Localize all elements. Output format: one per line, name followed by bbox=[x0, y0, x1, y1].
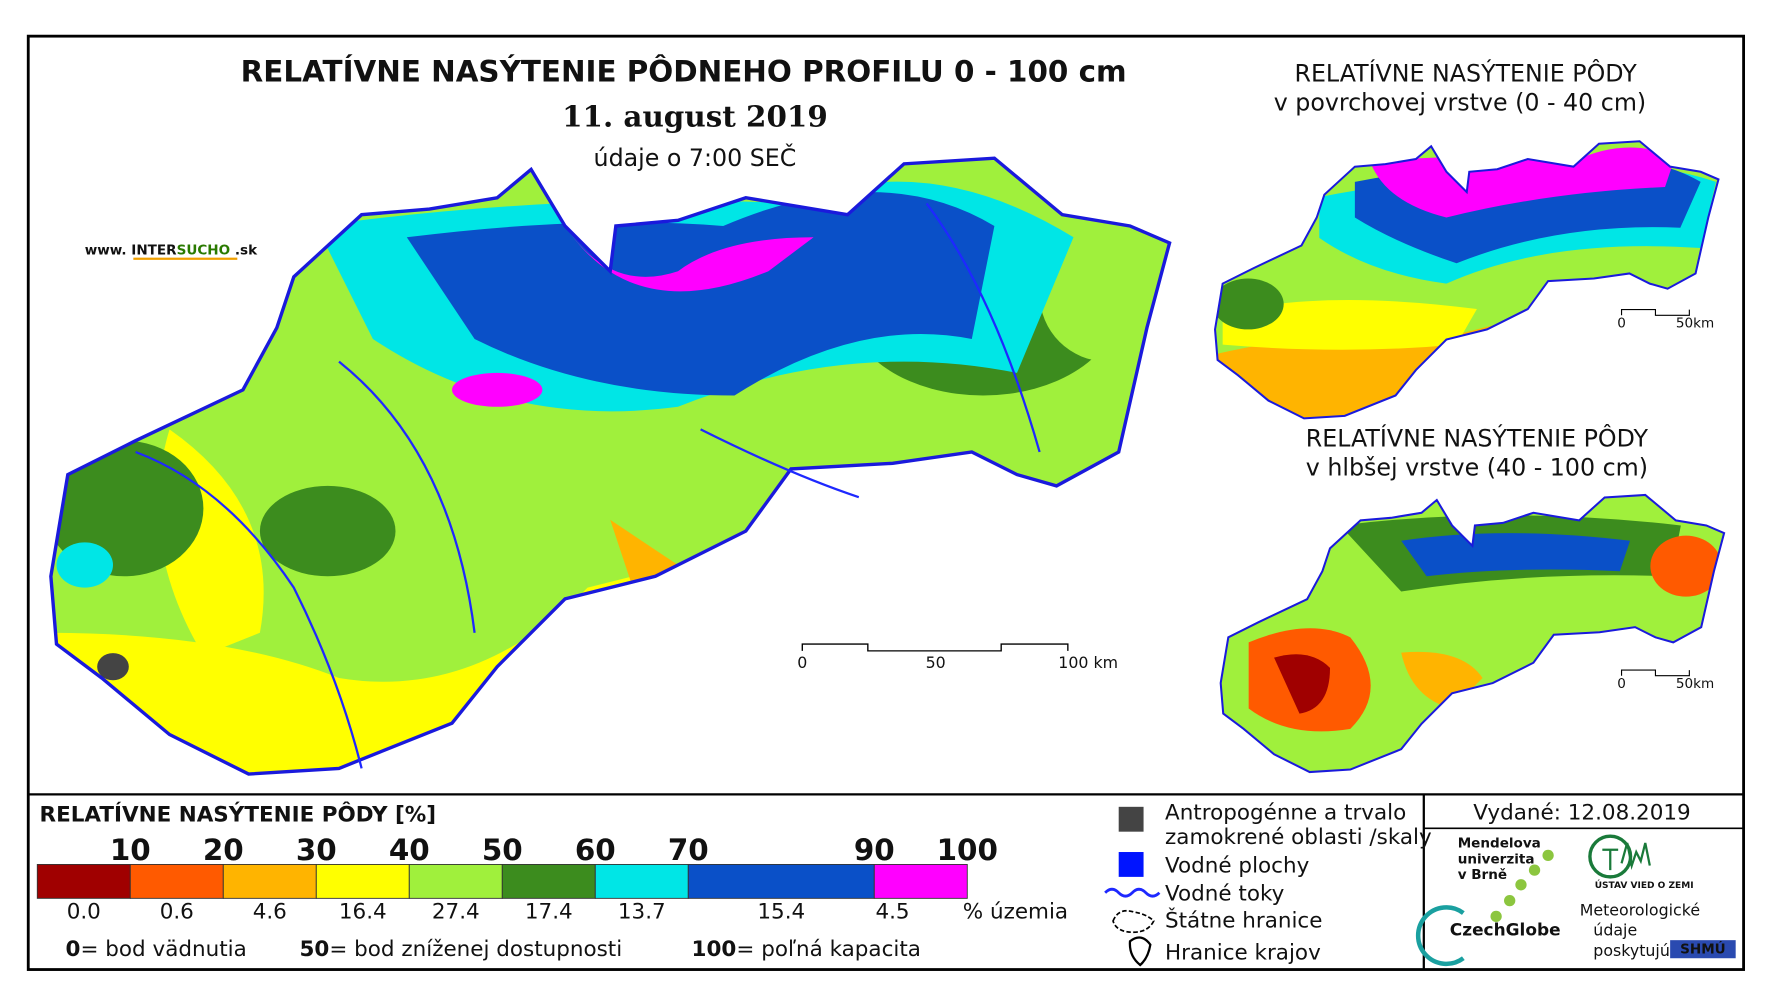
scale-label: 50 bbox=[926, 653, 946, 672]
legend-share: 4.6 bbox=[253, 900, 287, 925]
note-key: 0 bbox=[66, 937, 81, 962]
note-text: = bod vädnutia bbox=[80, 937, 246, 962]
note-key: 100 bbox=[692, 937, 737, 962]
legend-share: 17.4 bbox=[525, 900, 573, 925]
symbol-label: Vodné plochy bbox=[1165, 853, 1310, 878]
legend-class bbox=[873, 863, 968, 899]
inset-subtitle: v povrchovej vrstve (0 - 40 cm) bbox=[1274, 89, 1646, 117]
legend-share: 16.4 bbox=[339, 900, 387, 925]
symbol-label: Štátne hranice bbox=[1165, 908, 1322, 934]
legend-threshold: 60 bbox=[575, 833, 616, 867]
logo-czechglobe: CzechGlobe bbox=[1450, 920, 1561, 940]
title: RELATÍVNE NASÝTENIE PÔDNEHO PROFILU 0 - … bbox=[241, 52, 1127, 88]
website-part: SUCHO bbox=[177, 242, 231, 258]
symbol-label: zamokrené oblasti /skaly bbox=[1165, 825, 1432, 850]
legend-threshold: 100 bbox=[937, 833, 998, 867]
legend-share: 27.4 bbox=[432, 900, 480, 925]
logo-text: Mendelova bbox=[1458, 836, 1541, 852]
scale-label: 0 bbox=[1617, 676, 1626, 692]
scale-label: 100 km bbox=[1058, 653, 1118, 672]
legend-threshold: 40 bbox=[389, 833, 430, 867]
share-unit: % územia bbox=[963, 900, 1068, 925]
symbol-region bbox=[1128, 936, 1152, 967]
scale-label: 0 bbox=[797, 653, 807, 672]
legend-class bbox=[36, 863, 131, 899]
legend-threshold: 90 bbox=[854, 833, 895, 867]
legend-class bbox=[129, 863, 224, 899]
symbol-label: Vodné toky bbox=[1165, 882, 1285, 907]
symbol-label: Hranice krajov bbox=[1165, 940, 1321, 965]
legend-class bbox=[687, 863, 875, 899]
legend-share: 4.5 bbox=[875, 900, 909, 925]
legend-threshold: 30 bbox=[296, 833, 337, 867]
legend-threshold: 10 bbox=[110, 833, 151, 867]
inset-title: RELATÍVNE NASÝTENIE PÔDY bbox=[1306, 424, 1649, 452]
legend-share: 13.7 bbox=[618, 900, 666, 925]
logo-text: v Brně bbox=[1458, 867, 1507, 883]
website-part: www. INTER bbox=[85, 242, 177, 258]
scale-label: 50km bbox=[1676, 316, 1714, 332]
symbol-river bbox=[1104, 887, 1161, 898]
provider: poskytujú: bbox=[1593, 941, 1675, 960]
legend-class bbox=[222, 863, 317, 899]
scale-label: 50km bbox=[1676, 676, 1714, 692]
legend-class bbox=[315, 863, 410, 899]
legend-threshold: 50 bbox=[482, 833, 523, 867]
website-part: .sk bbox=[230, 242, 258, 258]
notes: 0= bod vädnutia 50= bod zníženej dostupno… bbox=[66, 937, 921, 962]
legend-class bbox=[594, 863, 689, 899]
note: 0= bod vädnutia bbox=[66, 937, 247, 962]
logo-shmu bbox=[1670, 940, 1736, 959]
legend-share: 15.4 bbox=[757, 900, 805, 925]
legend-threshold: 70 bbox=[668, 833, 709, 867]
legend-class bbox=[408, 863, 503, 899]
provider: Meteorologické bbox=[1580, 900, 1700, 919]
scale-bar bbox=[801, 643, 1069, 652]
legend-title: RELATÍVNE NASÝTENIE PÔDY [%] bbox=[40, 802, 437, 828]
legend: 10 0.0 20 0.6 30 4.6 40 16.4 50 27.4 60 17.4 70 13.7 9… bbox=[36, 833, 998, 925]
logo-text: univerzita bbox=[1458, 851, 1535, 867]
note: 50= bod zníženej dostupnosti bbox=[299, 937, 622, 962]
note-text: = bod zníženej dostupnosti bbox=[329, 937, 622, 962]
symbol-label: Antropogénne a trvalo bbox=[1165, 800, 1406, 825]
symbol-border bbox=[1112, 909, 1155, 934]
legend-share: 0.6 bbox=[160, 900, 194, 925]
legend-class bbox=[501, 863, 596, 899]
logo-text: ÚSTAV VIED O ZEMI bbox=[1595, 879, 1694, 891]
legend-threshold: 20 bbox=[203, 833, 244, 867]
note-key: 50 bbox=[299, 937, 329, 962]
logo-shmu-text: SHMÚ bbox=[1680, 940, 1726, 958]
inset-subtitle: v hlbšej vrstve (40 - 100 cm) bbox=[1306, 454, 1648, 482]
symbol-anthropogenic bbox=[1118, 806, 1144, 832]
logo-wave bbox=[1602, 842, 1651, 871]
time-note: údaje o 7:00 SEČ bbox=[594, 144, 797, 172]
symbol-water-area bbox=[1118, 852, 1144, 877]
scale-bar bbox=[1620, 309, 1690, 316]
scale-bar bbox=[1620, 669, 1690, 677]
inset-title: RELATÍVNE NASÝTENIE PÔDY bbox=[1294, 59, 1637, 87]
logo-arc bbox=[1415, 905, 1465, 967]
note-text: = poľná kapacita bbox=[736, 937, 921, 962]
note: 100= poľná kapacita bbox=[692, 937, 921, 962]
date: 11. august 2019 bbox=[562, 99, 828, 134]
provider: údaje bbox=[1593, 921, 1637, 940]
logo-dots bbox=[1490, 849, 1554, 923]
issued: Vydané: 12.08.2019 bbox=[1473, 800, 1690, 825]
scale-label: 0 bbox=[1617, 316, 1626, 332]
website: www. INTERSUCHO .sk bbox=[85, 242, 258, 258]
legend-share: 0.0 bbox=[67, 900, 101, 925]
